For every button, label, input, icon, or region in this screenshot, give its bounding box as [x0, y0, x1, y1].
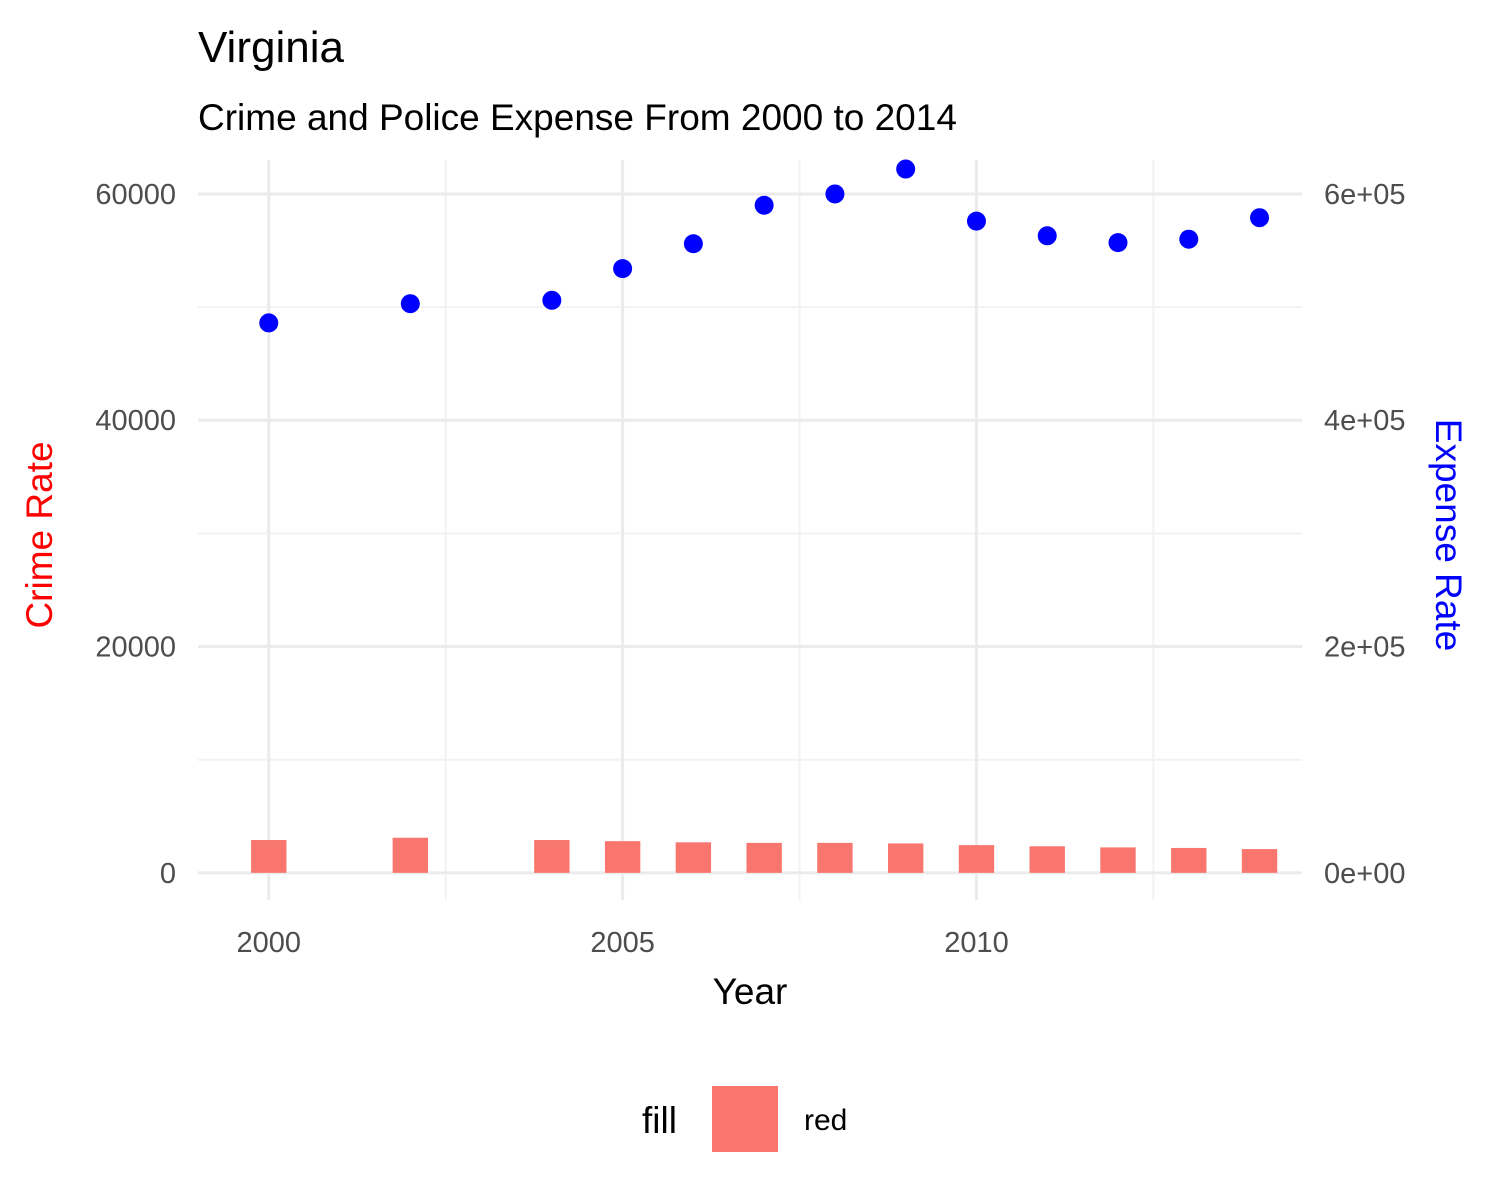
expense-rate-point [400, 294, 420, 314]
left-axis-tick-labels: 0 20000 40000 60000 [95, 179, 176, 890]
right-y-tick-label: 4e+05 [1324, 405, 1405, 437]
crime-rate-bar [604, 841, 641, 873]
crime-rate-bar [1100, 847, 1136, 873]
crime-rate-bar [888, 843, 924, 873]
legend: fill red [642, 1086, 847, 1152]
expense-rate-point [259, 313, 279, 333]
right-y-tick-label: 6e+05 [1324, 179, 1405, 211]
crime-rate-bar [958, 845, 995, 873]
crime-rate-bar [392, 837, 428, 873]
legend-key-swatch [712, 1086, 778, 1152]
crime-rate-bar [817, 842, 853, 873]
x-tick-label: 2005 [590, 927, 655, 959]
expense-rate-point [1108, 233, 1128, 253]
chart-subtitle: Crime and Police Expense From 2000 to 20… [198, 97, 957, 138]
x-axis-title: Year [713, 971, 788, 1012]
expense-rate-point [966, 211, 986, 231]
expense-rate-point [1250, 208, 1270, 228]
left-y-tick-label: 40000 [95, 405, 176, 437]
crime-rate-bars [251, 837, 1278, 873]
expense-rate-point [1179, 229, 1199, 249]
crime-rate-bar [534, 840, 570, 873]
crime-rate-bar [675, 842, 712, 873]
minor-gridlines [198, 160, 1302, 900]
expense-rate-point [1037, 226, 1057, 246]
right-axis-tick-labels: 0e+00 2e+05 4e+05 6e+05 [1324, 179, 1405, 890]
expense-rate-point [754, 195, 774, 215]
left-y-axis-title: Crime Rate [19, 441, 60, 628]
crime-rate-bar [1029, 846, 1065, 873]
crime-rate-bar [746, 842, 782, 873]
right-y-tick-label: 0e+00 [1324, 858, 1405, 890]
expense-rate-points [259, 159, 1270, 333]
chart-title: Virginia [198, 23, 344, 72]
right-y-axis-title: Expense Rate [1428, 419, 1469, 651]
legend-title: fill [642, 1100, 677, 1141]
left-y-tick-label: 60000 [95, 179, 176, 211]
x-tick-label: 2000 [237, 927, 302, 959]
x-tick-label: 2010 [944, 927, 1009, 959]
x-axis-tick-labels: 2000 2005 2010 [237, 927, 1009, 959]
right-y-tick-label: 2e+05 [1324, 632, 1405, 664]
legend-entry-label: red [804, 1104, 847, 1137]
expense-rate-point [896, 159, 916, 179]
crime-rate-bar [1241, 849, 1278, 873]
crime-rate-bar [251, 840, 287, 873]
crime-rate-bar [1171, 847, 1207, 873]
expense-rate-point [613, 259, 633, 279]
left-y-tick-label: 20000 [95, 632, 176, 664]
major-gridlines [198, 160, 1302, 900]
expense-rate-point [825, 184, 845, 204]
expense-rate-point [683, 234, 703, 254]
left-y-tick-label: 0 [160, 858, 176, 890]
expense-rate-point [542, 290, 562, 310]
